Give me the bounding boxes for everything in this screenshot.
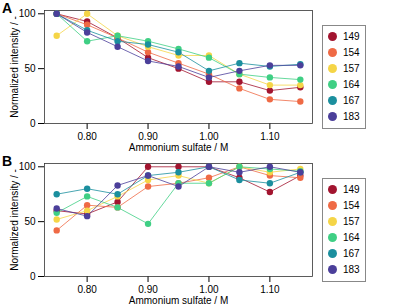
html-text:167: 167 — [343, 95, 360, 106]
html-text:A: A — [2, 0, 13, 16]
svg-text:1.10: 1.10 — [260, 284, 280, 295]
html-text:164: 164 — [343, 232, 360, 243]
html-text:B: B — [2, 153, 13, 169]
svg-text:100: 100 — [19, 8, 36, 19]
svg-text:Ammonium sulfate / M: Ammonium sulfate / M — [129, 295, 228, 306]
html-text:167: 167 — [343, 248, 360, 259]
svg-text:Ammonium sulfate / M: Ammonium sulfate / M — [129, 142, 228, 153]
svg-text:100: 100 — [19, 161, 36, 172]
html-text:183: 183 — [343, 111, 360, 122]
svg-text:0.90: 0.90 — [138, 131, 158, 142]
svg-text:50: 50 — [24, 63, 36, 74]
html-text:154: 154 — [343, 47, 360, 58]
html-text:183: 183 — [343, 264, 360, 275]
html-text:149: 149 — [343, 184, 360, 195]
svg-text:1.10: 1.10 — [260, 131, 280, 142]
svg-text:0.80: 0.80 — [77, 284, 97, 295]
svg-text:0: 0 — [30, 271, 36, 282]
html-text:149: 149 — [343, 31, 360, 42]
html-text:164: 164 — [343, 79, 360, 90]
svg-text:0.80: 0.80 — [77, 131, 97, 142]
html-text:157: 157 — [343, 63, 360, 74]
svg-text:Normalized intensity / -: Normalized intensity / - — [9, 169, 20, 271]
html-text:154: 154 — [343, 200, 360, 211]
svg-text:0: 0 — [30, 118, 36, 129]
svg-text:50: 50 — [24, 216, 36, 227]
svg-text:0.90: 0.90 — [138, 284, 158, 295]
svg-text:Normalized intensity / -: Normalized intensity / - — [9, 16, 20, 118]
svg-text:1.00: 1.00 — [199, 131, 219, 142]
html-text:157: 157 — [343, 216, 360, 227]
svg-text:1.00: 1.00 — [199, 284, 219, 295]
